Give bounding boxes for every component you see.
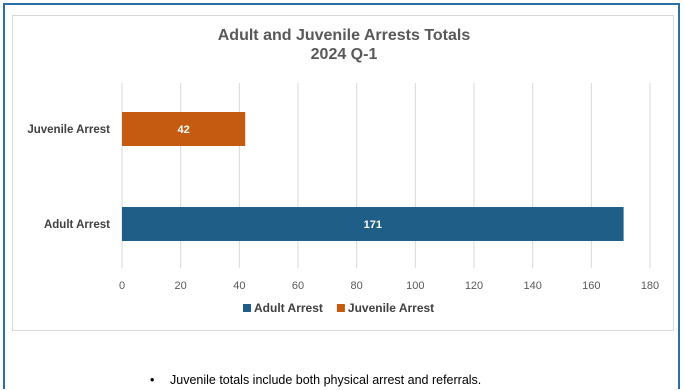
- x-tick-label: 160: [582, 280, 600, 292]
- bar: [122, 207, 624, 241]
- legend-label: Juvenile Arrest: [348, 301, 434, 315]
- x-tick-label: 120: [465, 280, 483, 292]
- category-label: Adult Arrest: [44, 219, 110, 231]
- x-tick-label: 180: [641, 280, 659, 292]
- chart-title: Adult and Juvenile Arrests Totals 2024 Q…: [13, 26, 675, 64]
- bar-data-label: 171: [364, 219, 382, 231]
- bar-data-label: 42: [177, 124, 189, 136]
- x-tick-label: 140: [523, 280, 541, 292]
- legend-swatch: [336, 304, 345, 312]
- bullet-icon: •: [150, 373, 155, 387]
- chart-subtitle: 2024 Q-1: [310, 46, 378, 63]
- category-label: Juvenile Arrest: [27, 124, 110, 136]
- legend-swatch: [243, 304, 251, 312]
- x-tick-label: 60: [292, 280, 304, 292]
- footnote: • Juvenile totals include both physical a…: [150, 373, 481, 387]
- x-tick-label: 40: [233, 280, 245, 292]
- x-tick-label: 20: [175, 280, 187, 292]
- bar: [122, 112, 246, 146]
- footnote-text: Juvenile totals include both physical ar…: [170, 373, 482, 387]
- chart-title-line1: Adult and Juvenile Arrests Totals: [217, 27, 471, 44]
- x-tick-label: 80: [351, 280, 363, 292]
- x-tick-label: 0: [119, 280, 125, 292]
- page-frame: [3, 3, 680, 389]
- x-tick-label: 100: [406, 280, 424, 292]
- legend-label: Adult Arrest: [254, 301, 323, 315]
